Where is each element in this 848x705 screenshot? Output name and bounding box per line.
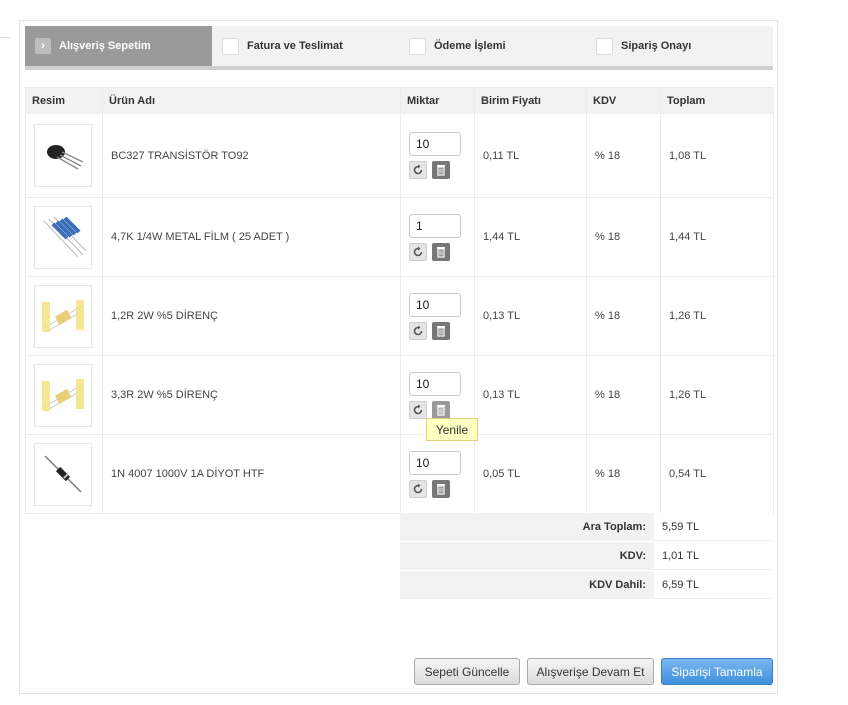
step-label: Ödeme İşlemi (434, 40, 506, 52)
trash-icon[interactable] (432, 161, 450, 179)
chevron-right-icon: › (35, 38, 51, 54)
resistor-strip-icon (43, 217, 86, 257)
quantity-input[interactable] (409, 371, 461, 396)
header-image: Resim (25, 87, 103, 114)
vat-rate: % 18 (586, 276, 661, 356)
grand-total-label: KDV Dahil: (589, 579, 646, 591)
continue-shopping-button[interactable]: Alışverişe Devam Et (527, 658, 654, 685)
product-image[interactable] (34, 124, 92, 187)
step-billing-shipping[interactable]: Fatura ve Teslimat (222, 26, 343, 66)
product-name[interactable]: 4,7K 1/4W METAL FİLM ( 25 ADET ) (102, 197, 401, 277)
step-cart[interactable]: › Alışveriş Sepetim (25, 26, 212, 66)
resistor-icon (42, 379, 85, 412)
step-checkbox-icon (222, 37, 239, 55)
quantity-input[interactable] (409, 450, 461, 475)
table-row: BC327 TRANSİSTÖR TO92 0,11 TL % 18 1,08 … (25, 113, 774, 198)
row-total: 1,26 TL (660, 276, 774, 356)
step-payment[interactable]: Ödeme İşlemi (409, 26, 506, 66)
vat-value: 1,01 TL (654, 542, 773, 570)
diode-icon (44, 455, 82, 493)
refresh-icon[interactable] (409, 321, 427, 340)
checkout-steps: › Alışveriş Sepetim Fatura ve Teslimat Ö… (25, 26, 773, 66)
table-header-row: Resim Ürün Adı Miktar Birim Fiyatı KDV T… (25, 87, 774, 114)
product-name[interactable]: 1,2R 2W %5 DİRENÇ (102, 276, 401, 356)
row-total: 1,44 TL (660, 197, 774, 277)
table-row: 4,7K 1/4W METAL FİLM ( 25 ADET ) 1,44 TL… (25, 197, 774, 277)
product-name[interactable]: 1N 4007 1000V 1A DİYOT HTF (102, 434, 401, 514)
header-name: Ürün Adı (102, 87, 401, 114)
row-total: 1,26 TL (660, 355, 774, 435)
subtotal-row: Ara Toplam: 5,59 TL (400, 513, 773, 542)
step-checkbox-icon (409, 37, 426, 55)
quantity-input[interactable] (409, 132, 461, 156)
refresh-icon[interactable] (409, 161, 427, 179)
trash-icon[interactable] (432, 400, 450, 419)
step-label: Sipariş Onayı (621, 40, 692, 52)
trash-icon[interactable] (432, 479, 450, 498)
left-divider-line (0, 37, 10, 38)
row-total: 0,54 TL (660, 434, 774, 514)
vat-rate: % 18 (586, 434, 661, 514)
product-image[interactable] (34, 205, 92, 269)
quantity-input[interactable] (409, 292, 461, 317)
transistor-icon (47, 144, 84, 170)
vat-rate: % 18 (586, 113, 661, 198)
step-confirmation[interactable]: Sipariş Onayı (596, 26, 691, 66)
step-checkbox-icon (596, 37, 613, 55)
quantity-input[interactable] (409, 213, 461, 238)
subtotal-value: 5,59 TL (654, 513, 773, 541)
grand-total-value: 6,59 TL (654, 571, 773, 599)
product-name[interactable]: BC327 TRANSİSTÖR TO92 (102, 113, 401, 198)
vat-rate: % 18 (586, 355, 661, 435)
refresh-icon[interactable] (409, 242, 427, 261)
product-image[interactable] (34, 442, 92, 506)
header-vat: KDV (586, 87, 661, 114)
header-total: Toplam (660, 87, 774, 114)
steps-progress-bar (25, 66, 773, 70)
order-totals: Ara Toplam: 5,59 TL KDV: 1,01 TL KDV Dah… (400, 513, 773, 600)
header-unit-price: Birim Fiyatı (474, 87, 587, 114)
product-image[interactable] (34, 363, 92, 427)
refresh-icon[interactable] (409, 400, 427, 419)
vat-label: KDV: (619, 550, 646, 562)
unit-price: 0,13 TL (474, 355, 587, 435)
table-row: 3,3R 2W %5 DİRENÇ 0,13 TL % 18 1,26 TL (25, 355, 774, 435)
refresh-tooltip: Yenile (426, 418, 478, 441)
cart-table: Resim Ürün Adı Miktar Birim Fiyatı KDV T… (25, 87, 774, 514)
product-image[interactable] (34, 284, 92, 348)
table-row: 1,2R 2W %5 DİRENÇ 0,13 TL % 18 1,26 TL (25, 276, 774, 356)
subtotal-label: Ara Toplam: (582, 521, 646, 533)
trash-icon[interactable] (432, 242, 450, 261)
step-label: Fatura ve Teslimat (247, 40, 343, 52)
complete-order-button[interactable]: Siparişi Tamamla (661, 658, 773, 685)
update-cart-button[interactable]: Sepeti Güncelle (414, 658, 520, 685)
trash-icon[interactable] (432, 321, 450, 340)
unit-price: 0,13 TL (474, 276, 587, 356)
unit-price: 1,44 TL (474, 197, 587, 277)
row-total: 1,08 TL (660, 113, 774, 198)
vat-rate: % 18 (586, 197, 661, 277)
table-row: 1N 4007 1000V 1A DİYOT HTF 0,05 TL % 18 … (25, 434, 774, 514)
product-name[interactable]: 3,3R 2W %5 DİRENÇ (102, 355, 401, 435)
unit-price: 0,05 TL (474, 434, 587, 514)
unit-price: 0,11 TL (474, 113, 587, 198)
resistor-icon (42, 300, 85, 333)
grand-total-row: KDV Dahil: 6,59 TL (400, 571, 773, 600)
step-label: Alışveriş Sepetim (59, 40, 151, 52)
header-qty: Miktar (400, 87, 475, 114)
vat-row: KDV: 1,01 TL (400, 542, 773, 571)
refresh-icon[interactable] (409, 479, 427, 498)
